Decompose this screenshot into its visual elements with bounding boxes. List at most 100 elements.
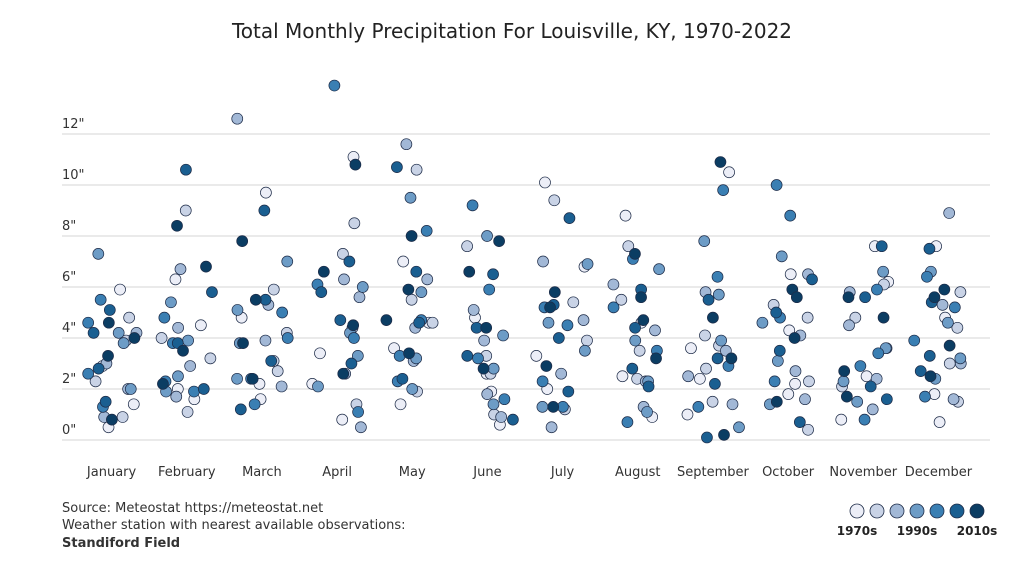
point [581,334,593,347]
point [334,314,347,326]
point [642,380,655,393]
point [607,301,620,314]
legend: 1970s 1990s 2010s [837,503,997,538]
point [790,291,803,304]
legend-swatch [929,503,945,519]
point [537,255,549,268]
point [733,421,745,434]
point [723,166,735,179]
point [919,390,931,403]
point [943,339,956,352]
legend-swatch [909,503,925,519]
point [923,242,936,255]
point [866,403,879,416]
point [483,283,496,296]
point [338,273,350,286]
point [924,370,937,383]
point [271,365,284,377]
point [426,316,439,329]
point [694,372,706,385]
point [871,283,883,296]
point [481,230,493,242]
point [851,395,864,408]
point [249,293,262,306]
point [336,413,349,426]
point [567,296,580,309]
point [206,286,218,298]
point [561,319,574,332]
point [562,385,575,398]
points [82,79,967,444]
x-tick-label: January [86,465,137,480]
point [685,342,697,355]
point [106,413,118,426]
point [406,383,419,395]
x-tick-label: February [158,465,216,480]
point [461,350,474,362]
point [345,357,358,370]
point [403,347,415,360]
point [923,350,936,362]
point [179,204,192,217]
grid: 0" 2" 4" 6" 8" 10" 12" January February March Apri… [62,117,990,480]
point [782,388,795,400]
point [860,370,873,383]
point [170,390,183,403]
y-tick-label: 4" [62,321,76,336]
point [700,362,712,375]
point [231,112,244,125]
point [711,270,724,283]
point [718,429,730,441]
y-tick-label: 6" [62,270,76,285]
point [184,360,196,372]
point [394,398,407,411]
x-tick-label: October [762,465,815,480]
legend-swatch [949,503,965,519]
x-tick-label: December [905,465,973,480]
point [158,311,171,324]
point [948,301,961,314]
point [248,398,261,411]
point [127,398,140,411]
point [621,416,634,428]
point [200,260,212,273]
point [548,286,561,298]
legend-swatch [889,503,905,519]
point [936,299,949,311]
legend-swatch [869,503,885,519]
source: Source: Meteostat https://meteostat.net [62,501,323,516]
point [858,413,871,426]
point [397,255,410,268]
point [943,357,956,370]
point [478,334,491,347]
point [124,383,137,395]
point [487,268,499,281]
point [103,304,116,316]
point [801,311,814,324]
point [789,378,801,390]
point [195,319,207,332]
point [116,411,129,423]
point [174,263,187,275]
point [171,219,183,232]
point [234,403,247,416]
point [681,408,694,421]
point [94,293,107,306]
point [180,163,192,176]
point [649,324,661,337]
point [607,278,620,291]
point [806,273,818,286]
point [933,416,946,428]
point [487,398,500,411]
point [854,360,867,372]
point [172,370,184,383]
point [849,311,862,324]
point [770,395,783,408]
point [799,393,811,406]
point [410,265,423,278]
point [577,314,590,326]
point [405,230,418,242]
point [112,327,125,339]
point [756,316,769,329]
point [421,273,434,286]
